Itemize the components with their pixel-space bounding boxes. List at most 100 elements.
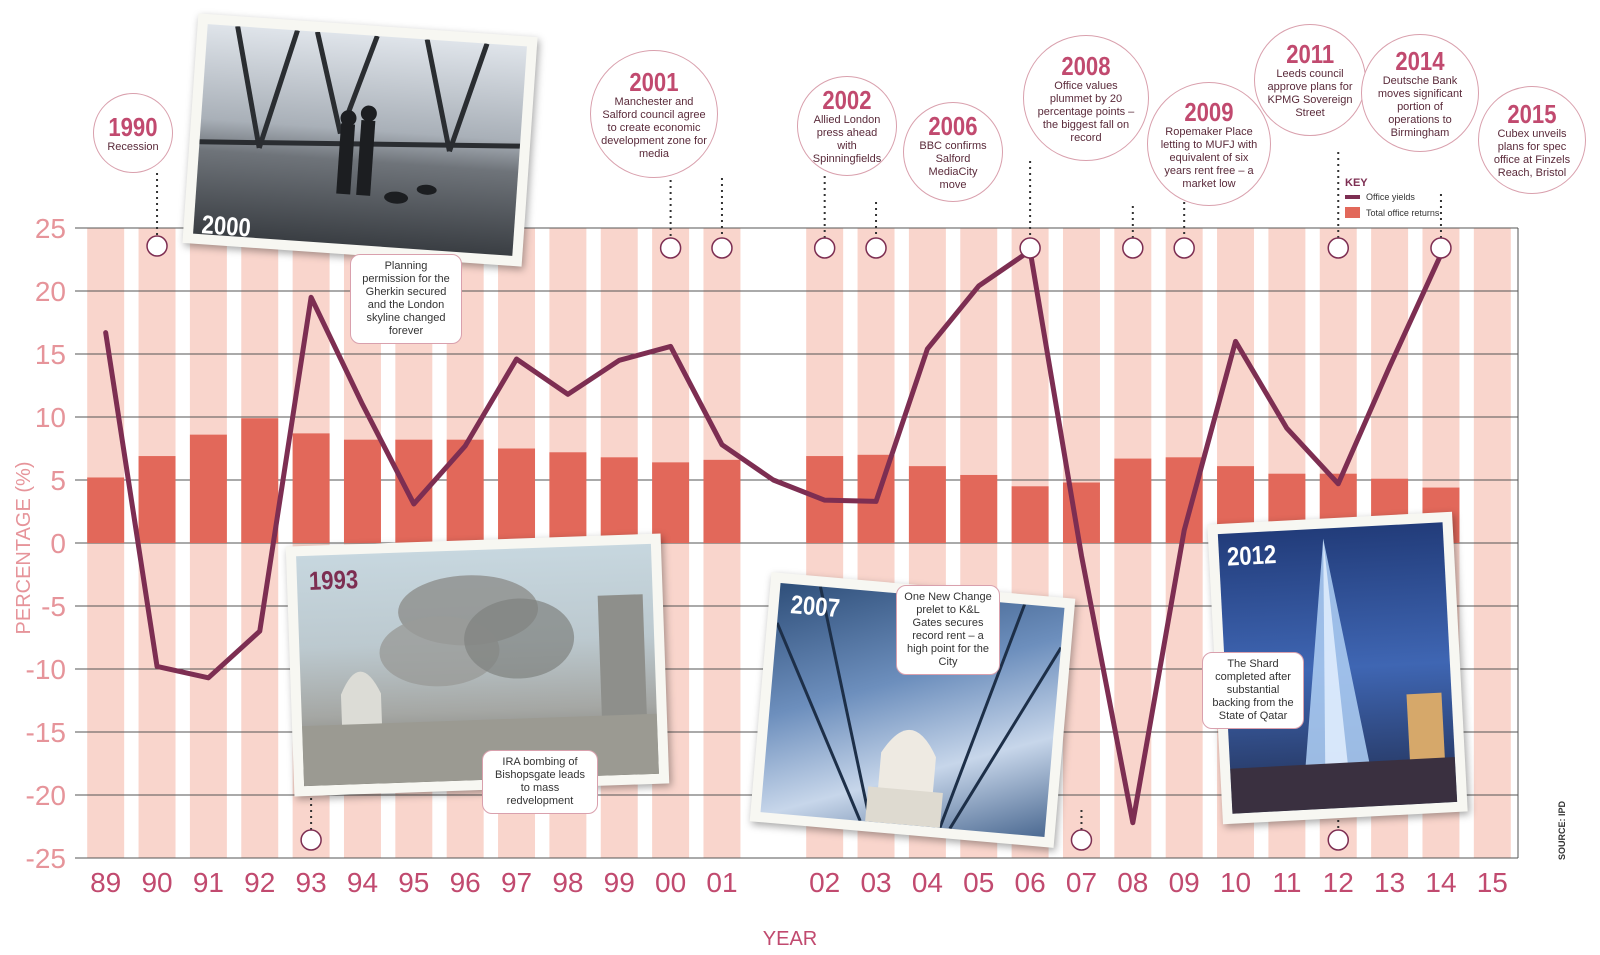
x-tick-label: 12 [1323, 867, 1354, 898]
office-returns-bar [652, 462, 690, 543]
callout-marker [1430, 237, 1452, 259]
callout-2008: 2008 Office values plummet by 20 percent… [1023, 35, 1149, 161]
x-tick-label: 01 [706, 867, 737, 898]
callout-connectors [146, 136, 1452, 851]
callout-2009: 2009 Ropemaker Place letting to MUFJ wit… [1147, 82, 1271, 206]
y-tick-label: 5 [50, 465, 66, 496]
photo-year: 1993 [308, 564, 359, 596]
callout-year: 1990 [108, 111, 158, 142]
callout-2001: 2001 Manchester and Salford council agre… [590, 50, 718, 178]
office-returns-bar [189, 434, 227, 543]
photo-image [296, 543, 659, 787]
office-returns-bars [87, 418, 1460, 543]
photo-year: 2012 [1226, 539, 1277, 572]
office-returns-bar [343, 439, 381, 543]
x-tick-label: 05 [963, 867, 994, 898]
x-tick-label: 08 [1117, 867, 1148, 898]
x-tick-label: 06 [1015, 867, 1046, 898]
office-yields-line [103, 248, 1444, 826]
callout-marker [1327, 237, 1349, 259]
callout-text: Leeds council approve plans for KPMG Sov… [1267, 68, 1353, 119]
x-tick-label: 94 [347, 867, 378, 898]
callout-2002: 2002 Allied London press ahead with Spin… [797, 76, 897, 176]
office-returns-bar [549, 452, 587, 543]
x-tick-labels: 89 90 91 92 93 94 95 96 97 98 99 00 01 02 03 04 05 06 07 08… [90, 867, 1508, 898]
y-tick-label: 0 [50, 528, 66, 559]
photo-image [760, 583, 1065, 837]
x-tick-label: 98 [552, 867, 583, 898]
glass-facade-dome-icon [775, 586, 1063, 830]
photo-image [193, 24, 527, 256]
office-returns-bar [703, 459, 741, 543]
callout-marker [1173, 237, 1195, 259]
office-returns-bar [600, 457, 638, 543]
office-returns-bar [1011, 486, 1049, 543]
x-tick-label: 11 [1272, 867, 1301, 898]
y-tick-label: 25 [35, 213, 66, 244]
x-tick-label: 10 [1220, 867, 1251, 898]
office-returns-bar [960, 474, 998, 543]
callout-year: 2014 [1395, 45, 1445, 76]
callout-marker [1070, 829, 1093, 851]
photo-caption-2012: The Shard completed after substantial ba… [1202, 652, 1304, 729]
photo-year: 2000 [200, 209, 252, 243]
y-tick-label: -25 [26, 843, 66, 874]
legend-title: KEY [1345, 177, 1368, 189]
photo-image [1217, 522, 1458, 814]
x-tick-label: 92 [244, 867, 275, 898]
callout-year: 2008 [1061, 50, 1111, 81]
x-tick-label: 04 [912, 867, 943, 898]
callout-text: Allied London press ahead with Spinningf… [812, 114, 882, 165]
x-tick-label: 00 [655, 867, 686, 898]
office-yields-line-layer [103, 248, 1444, 826]
y-tick-label: 10 [35, 402, 66, 433]
office-returns-bar [87, 477, 125, 543]
office-returns-bar [241, 418, 279, 543]
callout-text: Deutsche Bank moves significant portion … [1377, 74, 1463, 139]
source-label: SOURCE: IPD [1557, 800, 1567, 860]
office-returns-bar [498, 448, 536, 543]
callout-2014: 2014 Deutsche Bank moves significant por… [1361, 34, 1479, 152]
callout-text: Recession [107, 140, 159, 153]
x-tick-label: 89 [90, 867, 121, 898]
photo-2012-shard: 2012 [1207, 511, 1468, 825]
callout-2015: 2015 Cubex unveils plans for spec office… [1478, 86, 1586, 194]
callout-year: 2011 [1286, 39, 1334, 69]
y-tick-label: 15 [35, 339, 66, 370]
x-tick-label: 91 [193, 867, 224, 898]
photo-2007-one-new-change: 2007 [749, 572, 1076, 848]
photo-caption-2000: Planning permission for the Gherkin secu… [350, 254, 462, 344]
callout-year: 2015 [1507, 99, 1557, 129]
y-tick-label: -20 [26, 780, 66, 811]
legend-bar-swatch [1345, 207, 1360, 218]
x-tick-label: 95 [398, 867, 429, 898]
gherkin-silhouette-icon [199, 25, 520, 204]
shard-tower-icon [1230, 538, 1458, 814]
callout-marker [1327, 829, 1349, 851]
x-tick-label: 93 [296, 867, 327, 898]
callout-marker [1019, 237, 1041, 259]
callout-marker [659, 237, 682, 259]
callout-text: BBC confirms Salford MediaCity move [919, 140, 987, 191]
office-returns-bar [292, 433, 330, 543]
callout-year: 2002 [822, 85, 872, 115]
callout-year: 2009 [1184, 96, 1234, 127]
x-tick-label: 03 [860, 867, 891, 898]
y-tick-label: -10 [26, 654, 66, 685]
x-tick-label: 90 [141, 867, 172, 898]
callout-text: Office values plummet by 20 percentage p… [1037, 79, 1135, 144]
callout-year: 2001 [629, 66, 679, 97]
legend-item-office-returns: Total office returns [1366, 208, 1440, 218]
bomb-smoke-skyline-icon [302, 575, 659, 787]
x-tick-label: 15 [1477, 867, 1508, 898]
callout-2011: 2011 Leeds council approve plans for KPM… [1254, 24, 1366, 136]
y-tick-label: -15 [26, 717, 66, 748]
office-returns-bar [908, 466, 946, 543]
y-tick-label: -5 [41, 591, 66, 622]
photo-caption-1993: IRA bombing of Bishopsgate leads to mass… [482, 750, 598, 814]
photo-2000-gherkin: 2000 [182, 13, 538, 267]
callout-marker [865, 237, 887, 259]
callout-2006: 2006 BBC confirms Salford MediaCity move [903, 102, 1003, 202]
legend: KEY Office yields Total office returns [1345, 177, 1440, 218]
x-tick-label: 09 [1169, 867, 1200, 898]
